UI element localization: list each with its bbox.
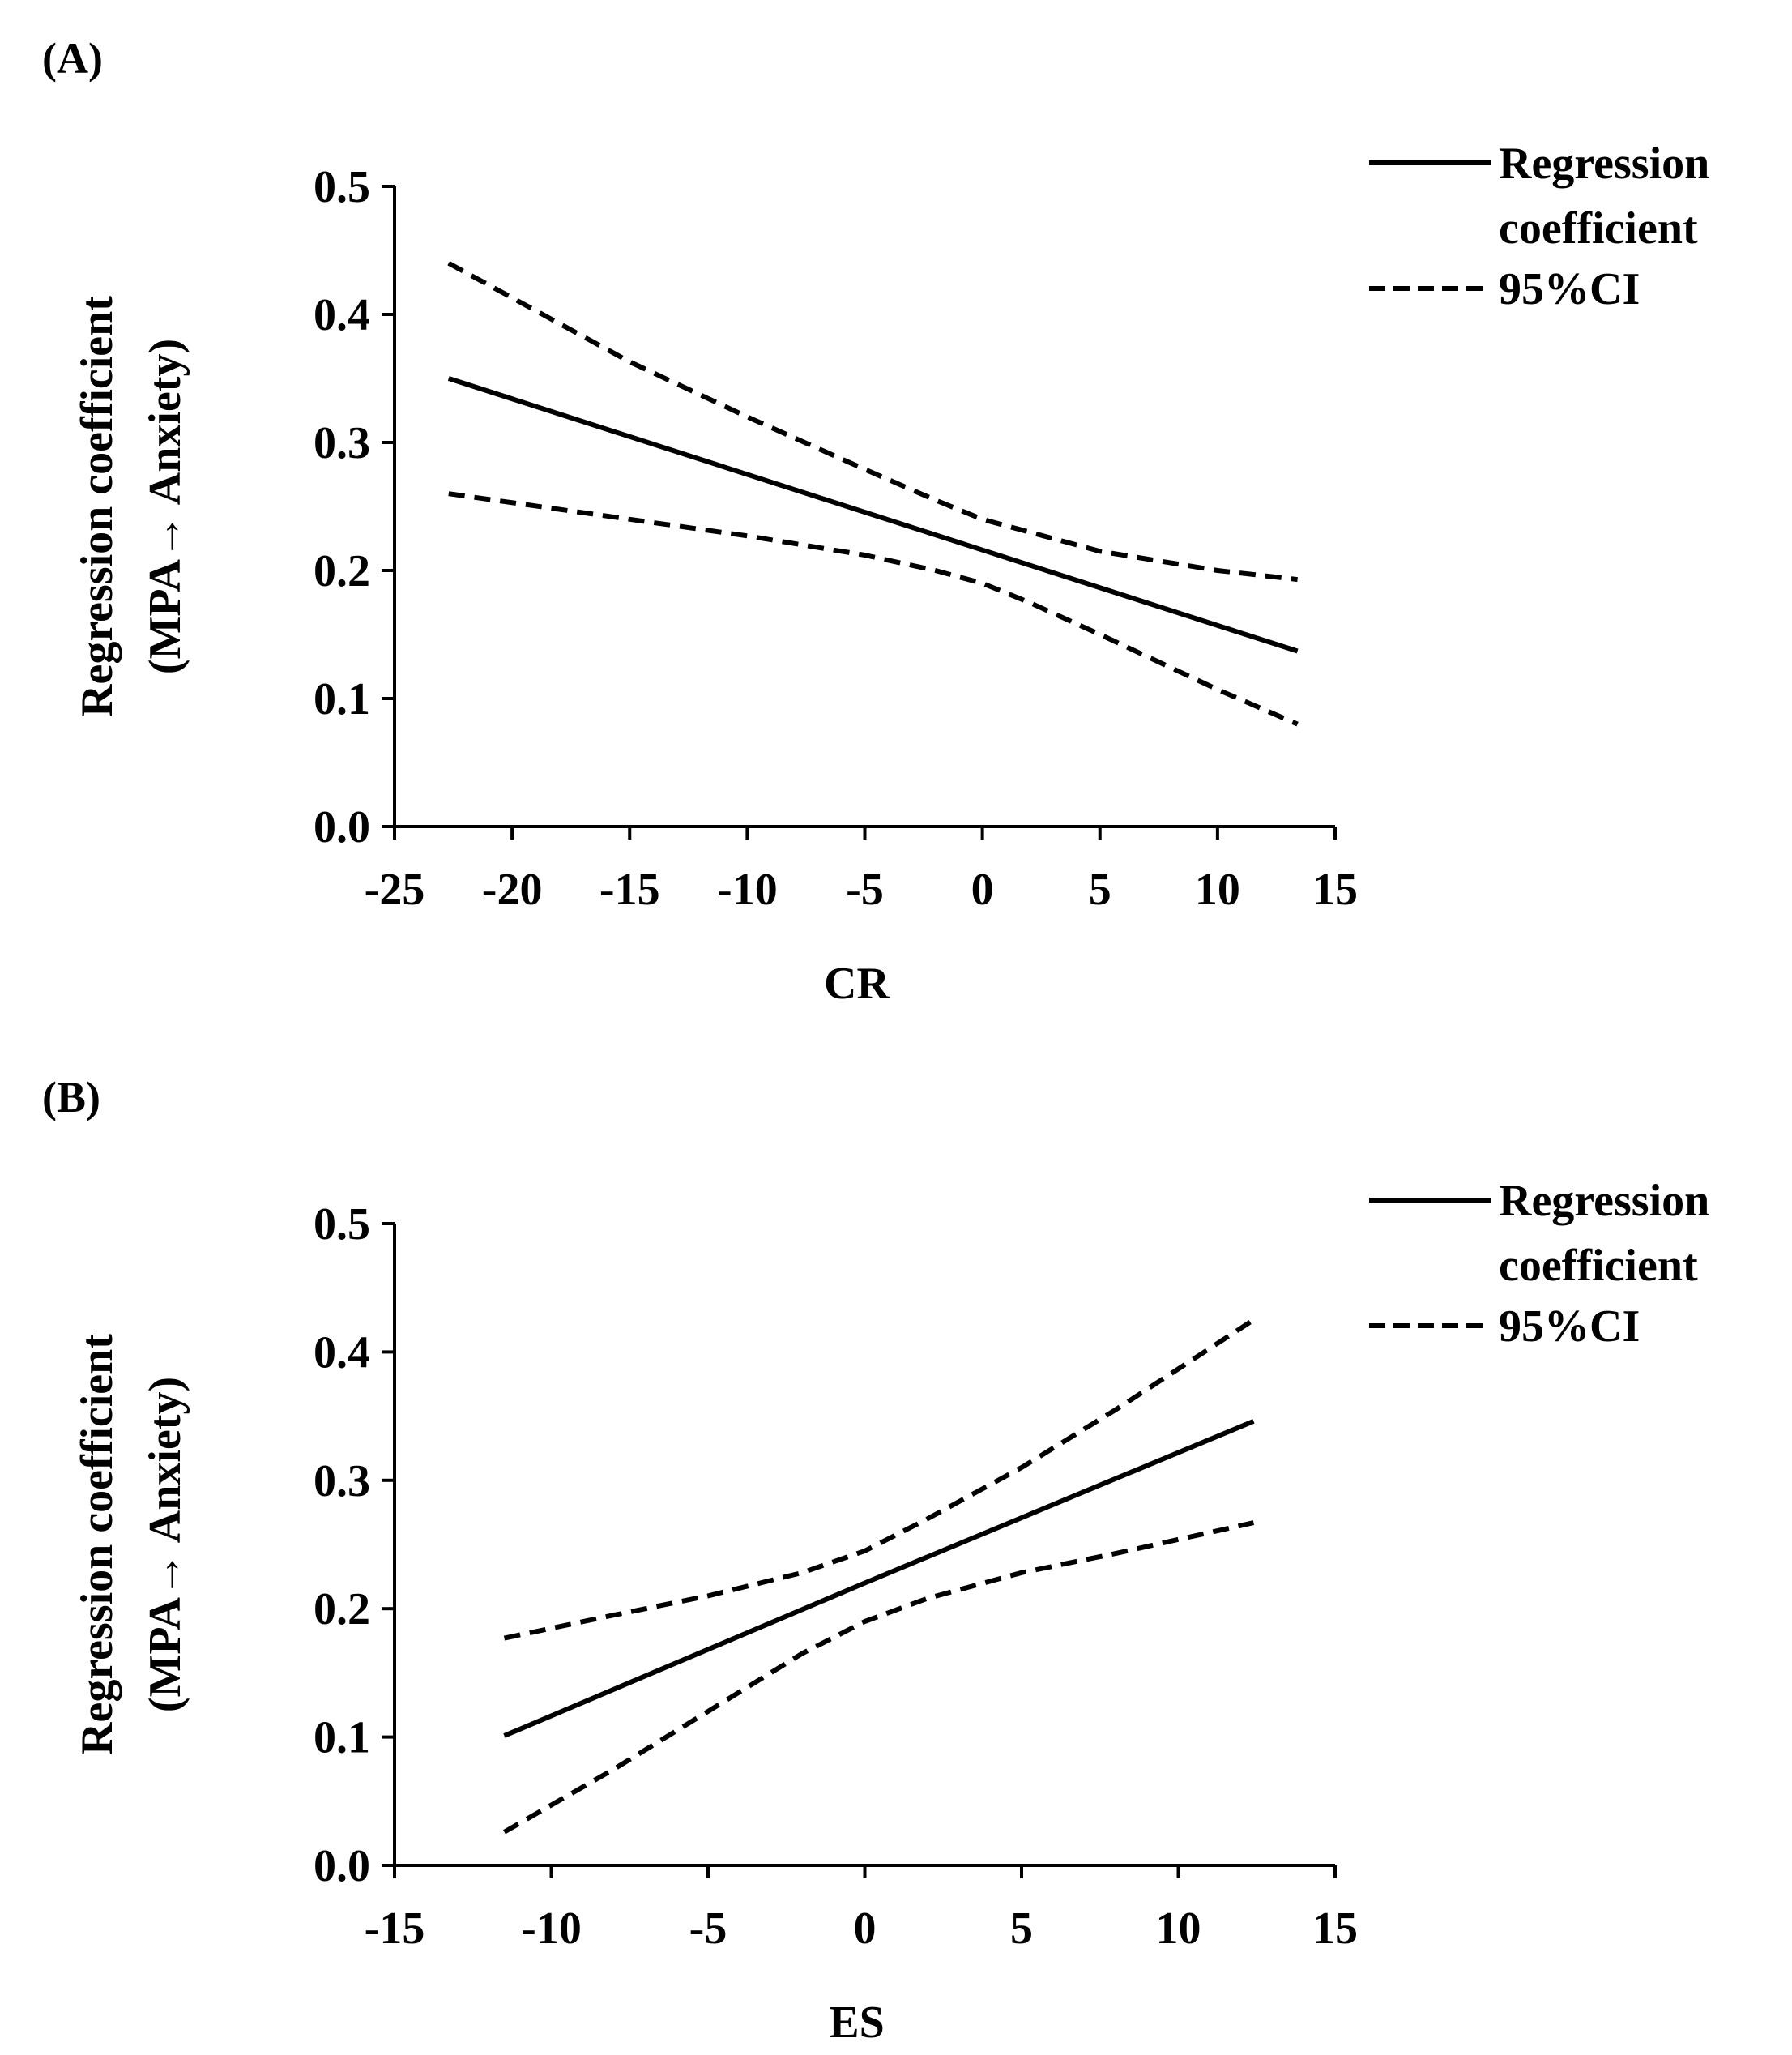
x-tick-label: 5: [1010, 1903, 1033, 1954]
panel-label: (A): [42, 34, 103, 83]
x-tick-label: -15: [599, 865, 660, 915]
legend-label: coefficient: [1499, 1241, 1698, 1291]
y-axis-title: (MPA→ Anxiety): [140, 339, 190, 674]
y-tick-label: 0.5: [314, 1199, 370, 1250]
x-tick-label: -10: [521, 1903, 582, 1954]
y-tick-label: 0.4: [314, 1327, 370, 1378]
y-tick-label: 0.1: [314, 674, 370, 724]
x-tick-label: 10: [1195, 865, 1240, 915]
y-tick-label: 0.3: [314, 1456, 370, 1506]
confidence-interval-line: [503, 1318, 1256, 1641]
x-tick-label: -25: [365, 865, 425, 915]
legend: Regression coefficient 95%CI: [1369, 139, 1709, 314]
y-tick-label: 0.2: [314, 1584, 370, 1634]
panel-a: (A) 0.0 0.1 0.2 0.3 0.4 0.5 -25 -20 -15 -10 -5 0 5 10 1…: [42, 34, 1709, 1009]
x-tick-label: 15: [1312, 1903, 1358, 1954]
x-tick-label: 0: [854, 1903, 877, 1954]
legend-label: 95%CI: [1499, 1301, 1640, 1352]
x-tick-label: -15: [365, 1903, 425, 1954]
x-tick-label: -10: [717, 865, 778, 915]
y-tick-label: 0.4: [314, 290, 370, 340]
y-tick-label: 0.1: [314, 1713, 370, 1763]
x-tick-label: 5: [1089, 865, 1111, 915]
legend-label: Regression: [1499, 139, 1709, 189]
y-axis-title: (MPA→ Anxiety): [140, 1377, 190, 1712]
y-tick-label: 0.2: [314, 546, 370, 596]
y-tick-label: 0.0: [314, 1841, 370, 1891]
legend: Regression coefficient 95%CI: [1369, 1176, 1709, 1352]
x-tick-label: 10: [1156, 1903, 1201, 1954]
x-tick-label: -5: [689, 1903, 727, 1954]
regression-coefficient-line: [503, 1419, 1255, 1738]
confidence-interval-line: [503, 1520, 1255, 1835]
legend-label: 95%CI: [1499, 264, 1640, 314]
x-tick-label: 15: [1312, 865, 1358, 915]
confidence-interval-line: [447, 261, 1298, 583]
y-tick-label: 0.3: [314, 418, 370, 468]
panel-b: (B) 0.0 0.1 0.2 0.3 0.4 0.5 -15 -10 -5 0 5 10 15 ES Reg…: [42, 1073, 1709, 2048]
y-tick-label: 0.0: [314, 802, 370, 852]
x-axis-title: ES: [829, 1997, 885, 2048]
x-tick-label: 0: [971, 865, 994, 915]
y-axis-title: Regression coefficient: [72, 1334, 122, 1755]
legend-label: coefficient: [1499, 203, 1698, 254]
regression-coefficient-line: [447, 376, 1299, 654]
x-tick-label: -5: [846, 865, 884, 915]
y-axis-title: Regression coefficient: [72, 296, 122, 717]
panel-label: (B): [42, 1073, 100, 1121]
legend-label: Regression: [1499, 1176, 1709, 1226]
confidence-interval-line: [448, 491, 1299, 727]
x-axis-title: CR: [824, 959, 890, 1009]
y-tick-label: 0.5: [314, 162, 370, 212]
x-tick-label: -20: [482, 865, 543, 915]
